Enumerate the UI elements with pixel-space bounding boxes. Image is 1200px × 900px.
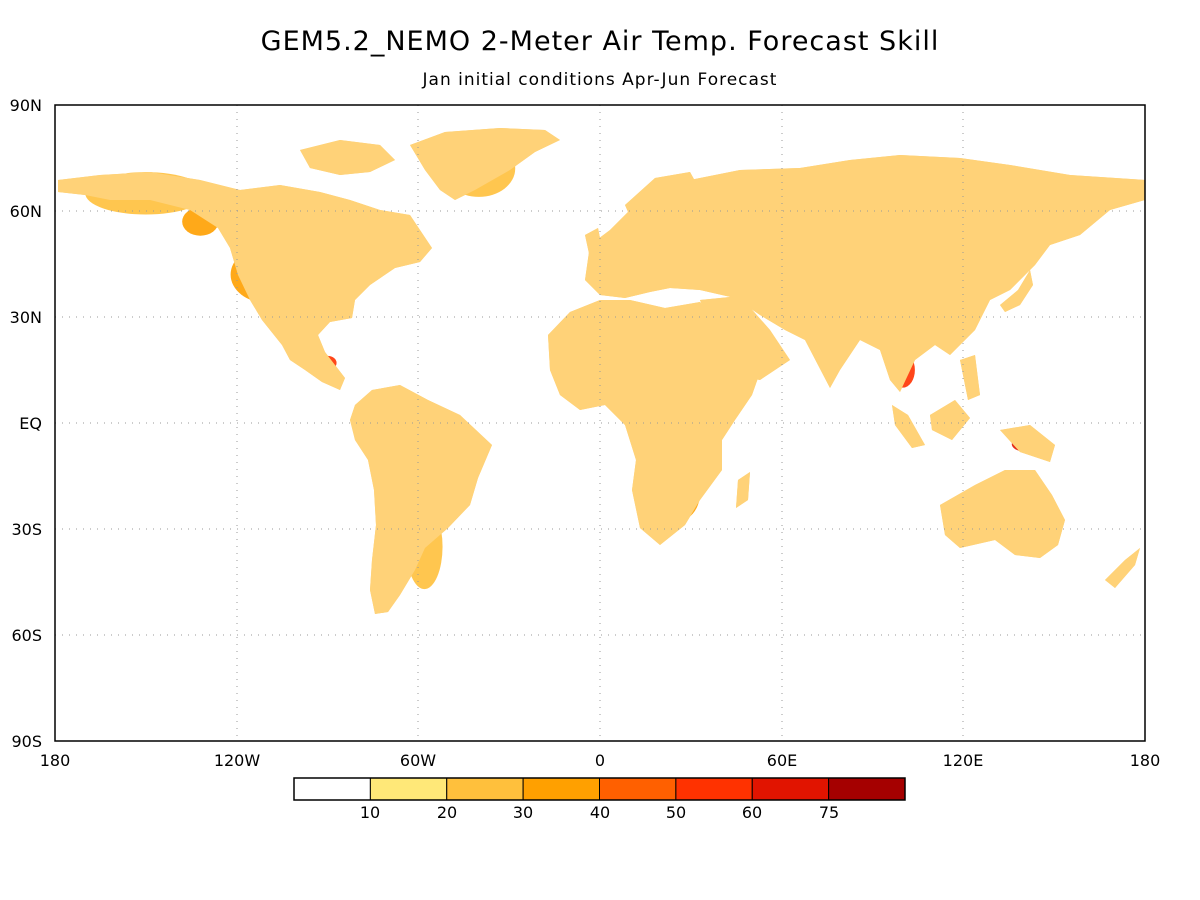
chart-subtitle: Jan initial conditions Apr-Jun Forecast — [422, 70, 778, 90]
colorbar-label: 10 — [360, 803, 380, 822]
lat-label: 30S — [11, 520, 42, 539]
map-frame — [54, 104, 1146, 742]
colorbar-labels: 10 20 30 40 50 60 75 — [360, 803, 839, 822]
graticule — [55, 105, 1145, 741]
lat-label: 90N — [10, 96, 42, 115]
lat-label: 60N — [10, 202, 42, 221]
colorbar: 10 20 30 40 50 60 75 — [293, 777, 906, 822]
lat-label: 90S — [11, 732, 42, 751]
colorbar-swatch — [446, 777, 524, 801]
lon-label: 180 — [1130, 751, 1161, 770]
lon-label: 120E — [943, 751, 984, 770]
latitude-axis: 90N 60N 30N EQ 30S 60S 90S — [10, 96, 42, 751]
lon-label: 60W — [400, 751, 436, 770]
colorbar-swatch — [369, 777, 448, 801]
colorbar-swatch — [293, 777, 371, 801]
colorbar-swatch — [522, 777, 600, 801]
colorbar-label: 30 — [513, 803, 533, 822]
colorbar-swatch — [599, 777, 677, 801]
colorbar-label: 40 — [590, 803, 610, 822]
longitude-axis: 180 120W 60W 0 60E 120E 180 — [40, 751, 1161, 770]
colorbar-label: 60 — [742, 803, 762, 822]
lon-label: 0 — [595, 751, 605, 770]
lat-label: 30N — [10, 308, 42, 327]
colorbar-label: 75 — [819, 803, 839, 822]
colorbar-label: 50 — [666, 803, 686, 822]
colorbar-label: 20 — [437, 803, 457, 822]
colorbar-swatch — [675, 777, 753, 801]
chart-title: GEM5.2_NEMO 2-Meter Air Temp. Forecast S… — [260, 26, 940, 57]
lon-label: 180 — [40, 751, 71, 770]
colorbar-frame — [293, 777, 906, 801]
colorbar-swatch — [751, 777, 830, 801]
lat-label: EQ — [19, 414, 42, 433]
colorbar-swatch — [828, 777, 906, 801]
lat-label: 60S — [11, 626, 42, 645]
lon-label: 120W — [214, 751, 261, 770]
lon-label: 60E — [767, 751, 797, 770]
